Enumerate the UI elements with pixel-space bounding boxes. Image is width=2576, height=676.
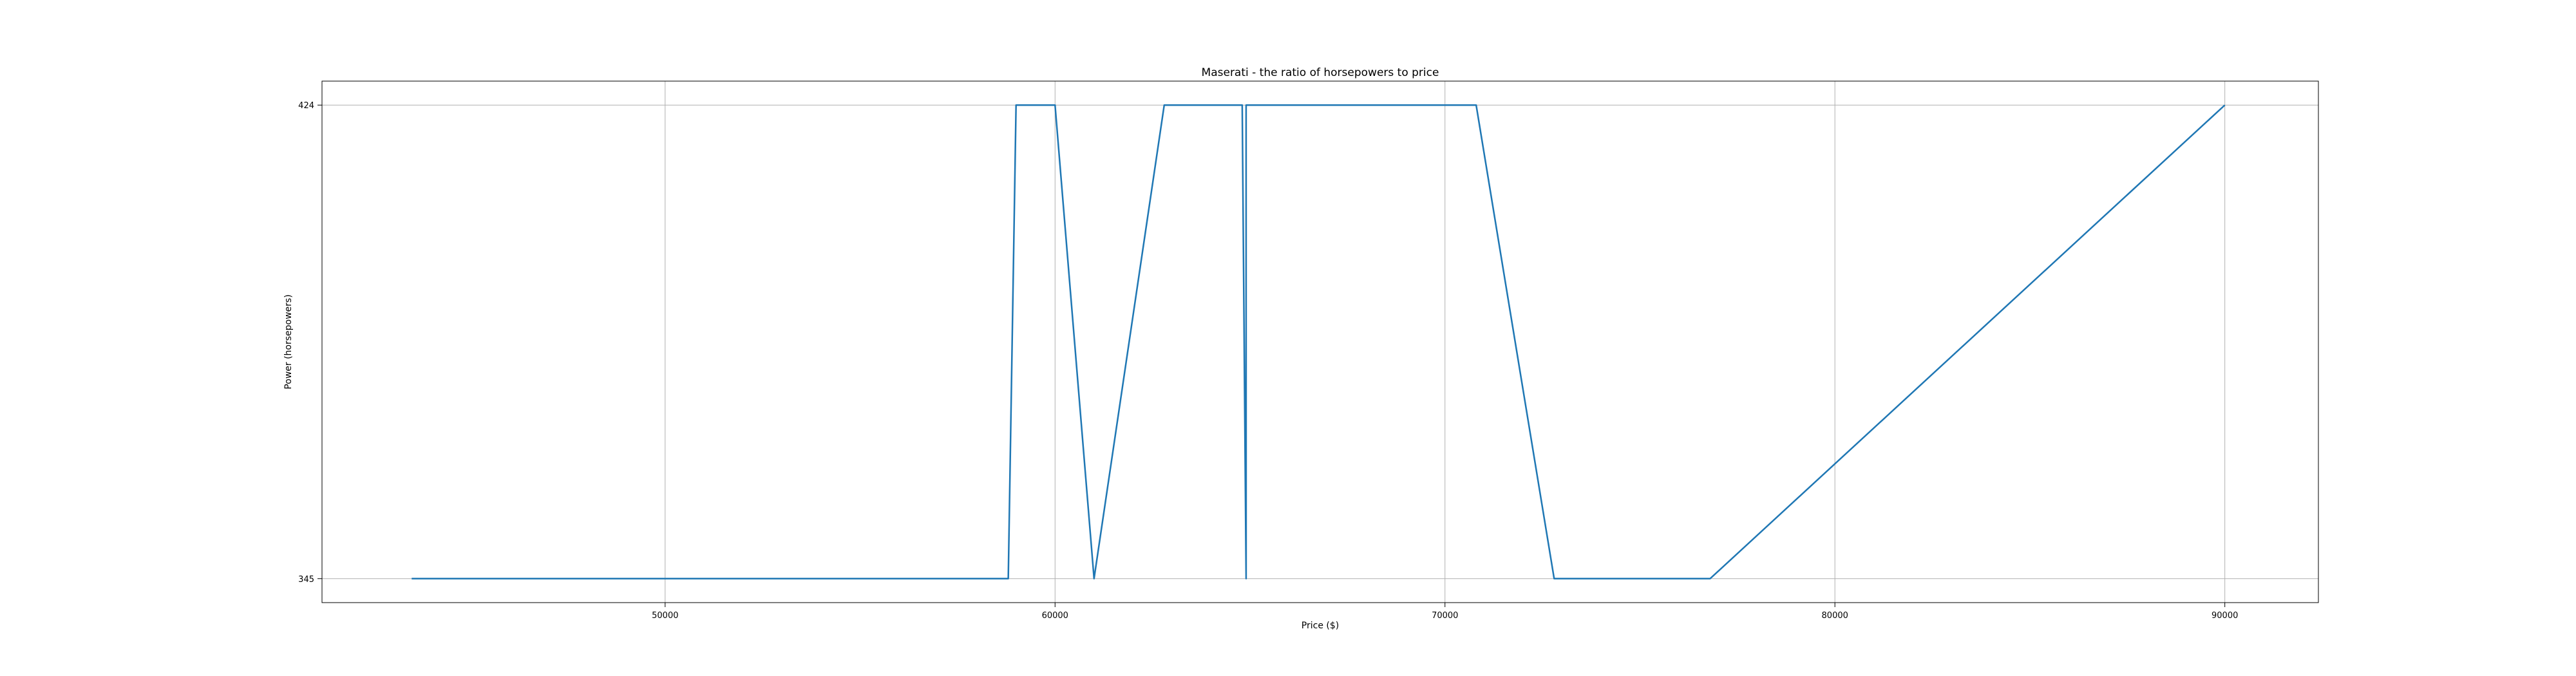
y-tick-label: 345: [298, 575, 314, 585]
x-axis-label: Price ($): [1302, 621, 1339, 631]
x-tick-label: 70000: [1432, 611, 1458, 621]
x-tick-label: 60000: [1042, 611, 1068, 621]
x-tick-label: 90000: [2211, 611, 2238, 621]
y-tick-label: 424: [298, 101, 314, 111]
x-tick-label: 50000: [652, 611, 678, 621]
plot-background: [322, 81, 2318, 603]
series-line-0: [412, 104, 2226, 580]
x-axis-ticks: 50000 60000 70000 80000 90000: [652, 603, 2238, 621]
y-axis-ticks: 345 424: [298, 101, 322, 585]
plot-frame: [321, 80, 2319, 603]
y-axis-label: Power (horsepowers): [283, 294, 294, 389]
x-grid: [665, 81, 2226, 603]
series-layer: [412, 104, 2226, 580]
x-tick-label: 80000: [1822, 611, 1848, 621]
chart-title: Maserati - the ratio of horsepowers to p…: [1202, 66, 1439, 79]
